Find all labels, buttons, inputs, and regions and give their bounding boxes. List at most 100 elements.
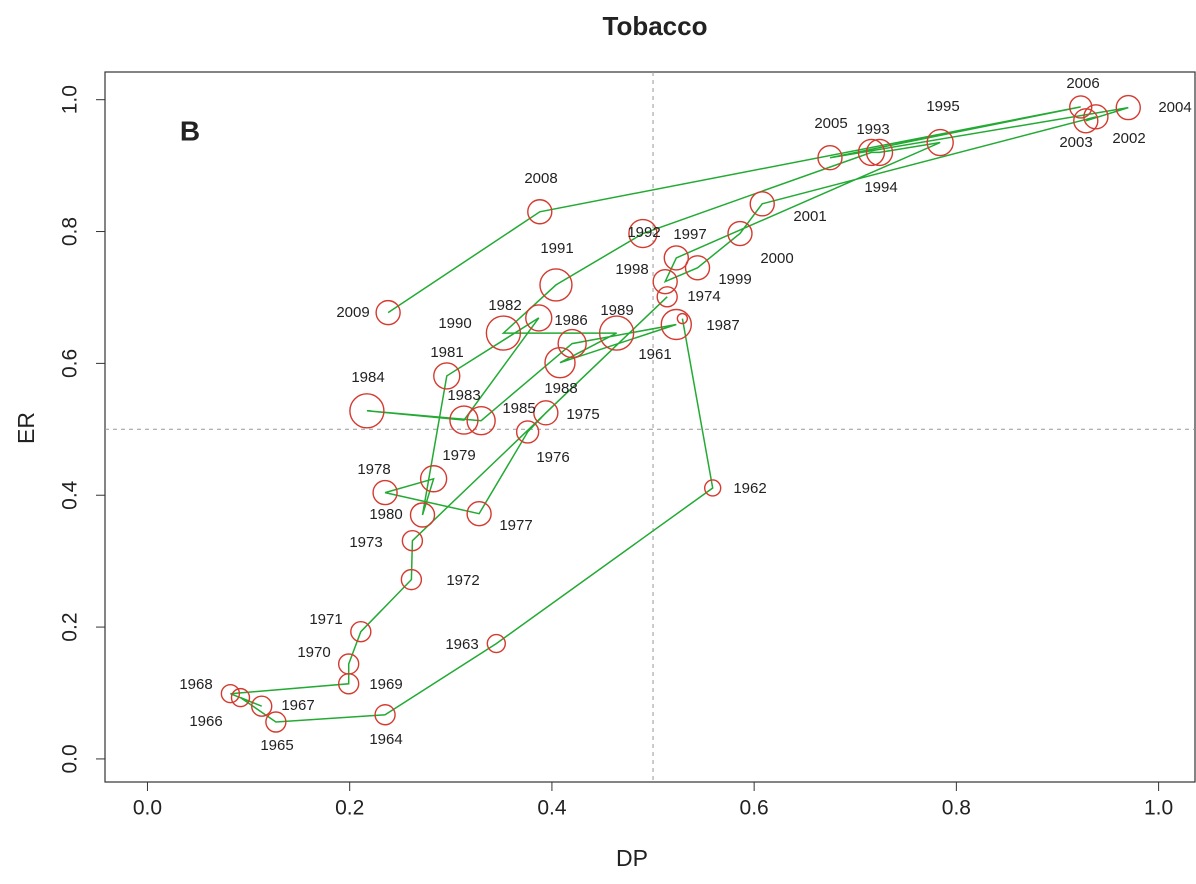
point-label: 1968 xyxy=(179,676,212,693)
data-point xyxy=(374,704,396,726)
data-point xyxy=(527,199,553,225)
data-point xyxy=(419,465,448,493)
point-label: 2002 xyxy=(1112,130,1145,147)
point-label: 2001 xyxy=(793,208,826,225)
data-point xyxy=(1073,108,1099,134)
point-label: 1971 xyxy=(309,611,342,628)
x-tick-label: 0.8 xyxy=(942,797,971,820)
panel-label: B xyxy=(180,115,200,146)
point-label: 2006 xyxy=(1066,75,1099,92)
data-point xyxy=(539,268,573,302)
point-label: 1970 xyxy=(297,644,330,661)
point-label: 1981 xyxy=(430,344,463,361)
x-axis-label: DP xyxy=(616,845,648,871)
data-point xyxy=(684,255,711,281)
point-label: 1986 xyxy=(554,312,587,329)
point-label: 1966 xyxy=(189,713,222,730)
point-label: 1962 xyxy=(733,480,766,497)
point-label: 1982 xyxy=(488,297,521,314)
point-label: 1984 xyxy=(351,369,384,386)
trajectory-line xyxy=(230,106,1129,723)
data-point xyxy=(372,479,398,506)
data-point xyxy=(749,191,775,217)
data-point xyxy=(598,315,635,351)
point-label: 2003 xyxy=(1059,134,1092,151)
y-axis-label: ER xyxy=(13,412,39,444)
point-label: 1974 xyxy=(687,288,720,305)
y-tick-label: 0.4 xyxy=(59,480,82,510)
data-point xyxy=(926,128,954,157)
data-point xyxy=(486,633,507,654)
point-label: 1997 xyxy=(673,226,706,243)
point-label: 2008 xyxy=(524,170,557,187)
chart-title: Tobacco xyxy=(603,11,708,41)
data-point xyxy=(1115,94,1141,121)
point-label: 1975 xyxy=(566,406,599,423)
point-label: 1965 xyxy=(260,737,293,754)
y-tick-label: 0.6 xyxy=(59,349,82,378)
data-point xyxy=(533,400,559,426)
data-point xyxy=(525,304,553,332)
x-tick-label: 0.2 xyxy=(335,797,364,820)
point-label: 2009 xyxy=(336,304,369,321)
point-label: 1992 xyxy=(627,224,660,241)
data-point xyxy=(865,138,894,167)
x-tick-label: 1.0 xyxy=(1144,797,1173,820)
plot-frame xyxy=(104,71,1196,783)
data-point xyxy=(401,530,424,552)
data-point xyxy=(557,328,587,359)
data-point xyxy=(349,393,385,429)
data-point xyxy=(251,695,273,717)
y-tick-label: 1.0 xyxy=(59,85,82,114)
data-point xyxy=(1069,95,1093,119)
data-point xyxy=(449,405,479,435)
data-point xyxy=(660,308,692,341)
point-label: 1998 xyxy=(615,261,648,278)
data-point xyxy=(400,568,423,591)
data-point xyxy=(230,687,251,708)
point-label: 1991 xyxy=(540,240,573,257)
data-point xyxy=(337,653,360,675)
data-point xyxy=(265,711,287,733)
data-point xyxy=(656,286,678,308)
data-point xyxy=(375,299,401,326)
point-label: 1979 xyxy=(442,447,475,464)
data-point xyxy=(544,347,576,379)
data-point xyxy=(663,245,689,271)
point-label: 1969 xyxy=(369,676,402,693)
data-point xyxy=(433,362,461,390)
point-label: 1989 xyxy=(600,302,633,319)
point-label: 1999 xyxy=(718,271,751,288)
point-label: 1978 xyxy=(357,461,390,478)
data-point xyxy=(466,406,496,436)
point-label: 1985 xyxy=(502,400,535,417)
x-tick-label: 0.0 xyxy=(133,797,162,820)
point-label: 1994 xyxy=(864,179,897,196)
data-point xyxy=(628,218,658,249)
point-label: 1972 xyxy=(446,572,479,589)
data-point xyxy=(350,620,372,643)
point-label: 1983 xyxy=(447,387,480,404)
point-label: 1961 xyxy=(638,346,671,363)
data-point xyxy=(466,500,492,527)
data-point xyxy=(727,220,753,247)
point-label: 1964 xyxy=(369,731,402,748)
point-label: 1977 xyxy=(499,517,532,534)
point-label: 1976 xyxy=(536,449,569,466)
data-point xyxy=(485,315,522,351)
point-label: 1990 xyxy=(438,315,471,332)
data-point xyxy=(817,145,843,171)
y-tick-label: 0.8 xyxy=(59,217,82,246)
data-point xyxy=(703,479,722,497)
point-label: 1995 xyxy=(926,98,959,115)
data-point xyxy=(409,502,436,528)
point-label: 1987 xyxy=(706,317,739,334)
data-point xyxy=(857,138,886,167)
point-label: 1963 xyxy=(445,636,478,653)
point-label: 1973 xyxy=(349,534,382,551)
point-label: 1993 xyxy=(856,121,889,138)
point-label: 2004 xyxy=(1158,99,1191,116)
data-point xyxy=(652,268,678,295)
x-tick-label: 0.4 xyxy=(537,797,567,820)
